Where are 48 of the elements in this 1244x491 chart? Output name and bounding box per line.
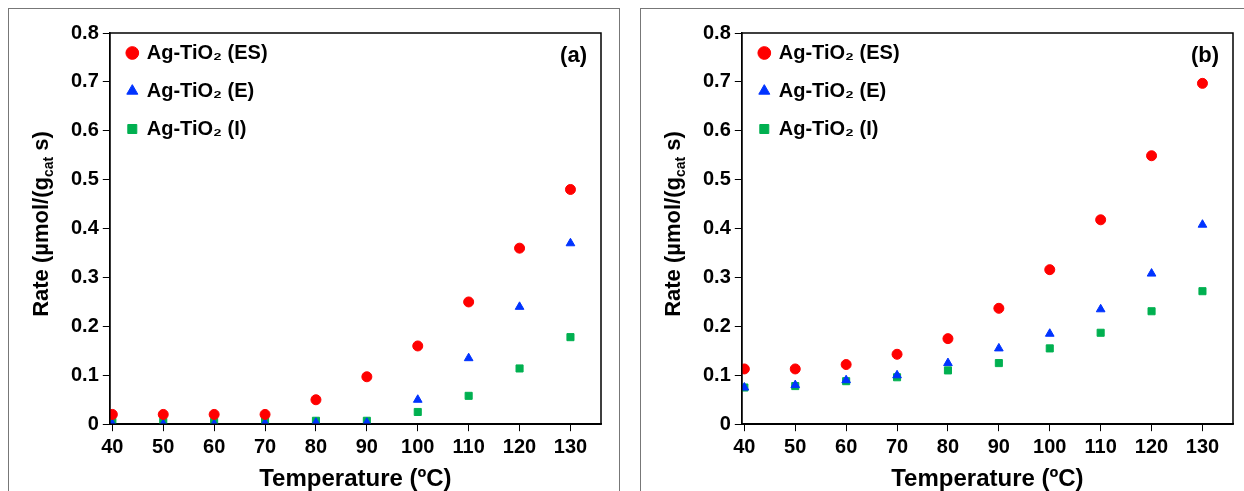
annotation: (a): [560, 42, 587, 68]
y-tick-label: 0: [719, 411, 731, 434]
y-tick-label: 0.1: [70, 362, 99, 385]
y-tick-label: 0.4: [70, 216, 100, 239]
y-tick-label: 0.6: [702, 118, 731, 141]
x-tick-label: 40: [733, 434, 756, 457]
annotation: (b): [1190, 42, 1219, 68]
legend-label: Ag-TiO₂ (I): [146, 116, 247, 139]
y-tick-label: 0.5: [70, 167, 99, 190]
x-tick-label: 120: [502, 434, 537, 457]
y-tick-label: 0.8: [70, 20, 99, 43]
x-tick-label: 90: [355, 434, 378, 457]
y-tick-label: 0.5: [702, 167, 731, 190]
x-tick-label: 70: [885, 434, 909, 457]
x-tick-label: 110: [1084, 434, 1117, 457]
legend-label: Ag-TiO₂ (I): [778, 116, 879, 139]
y-tick-label: 0.3: [70, 265, 99, 288]
x-tick-label: 110: [452, 434, 485, 457]
y-tick-label: 0: [87, 411, 99, 434]
x-tick-label: 70: [253, 434, 277, 457]
x-tick-label: 100: [401, 434, 435, 457]
legend-label: Ag-TiO₂ (ES): [146, 40, 268, 63]
y-tick-label: 0.7: [702, 69, 731, 92]
x-axis-title: Temperature (ºC): [259, 464, 452, 491]
x-tick-label: 90: [987, 434, 1010, 457]
x-tick-label: 60: [203, 434, 226, 457]
legend-label: Ag-TiO₂ (E): [146, 78, 255, 101]
y-tick-label: 0.8: [702, 20, 731, 43]
y-tick-label: 0.4: [702, 216, 732, 239]
y-tick-label: 0.6: [70, 118, 99, 141]
x-tick-label: 40: [101, 434, 124, 457]
y-tick-label: 0.1: [702, 362, 731, 385]
x-tick-label: 80: [304, 434, 328, 457]
y-tick-label: 0.2: [702, 313, 731, 336]
x-tick-label: 120: [1134, 434, 1169, 457]
legend-label: Ag-TiO₂ (ES): [778, 40, 900, 63]
x-tick-label: 50: [784, 434, 807, 457]
x-tick-label: 50: [152, 434, 175, 457]
x-tick-label: 80: [936, 434, 960, 457]
x-tick-label: 100: [1033, 434, 1067, 457]
x-tick-label: 130: [553, 434, 588, 457]
x-tick-label: 60: [835, 434, 858, 457]
y-tick-label: 0.3: [702, 265, 731, 288]
y-tick-label: 0.7: [70, 69, 99, 92]
y-tick-label: 0.2: [70, 313, 99, 336]
x-axis-title: Temperature (ºC): [891, 464, 1084, 491]
legend-label: Ag-TiO₂ (E): [778, 78, 887, 101]
x-tick-label: 130: [1185, 434, 1220, 457]
